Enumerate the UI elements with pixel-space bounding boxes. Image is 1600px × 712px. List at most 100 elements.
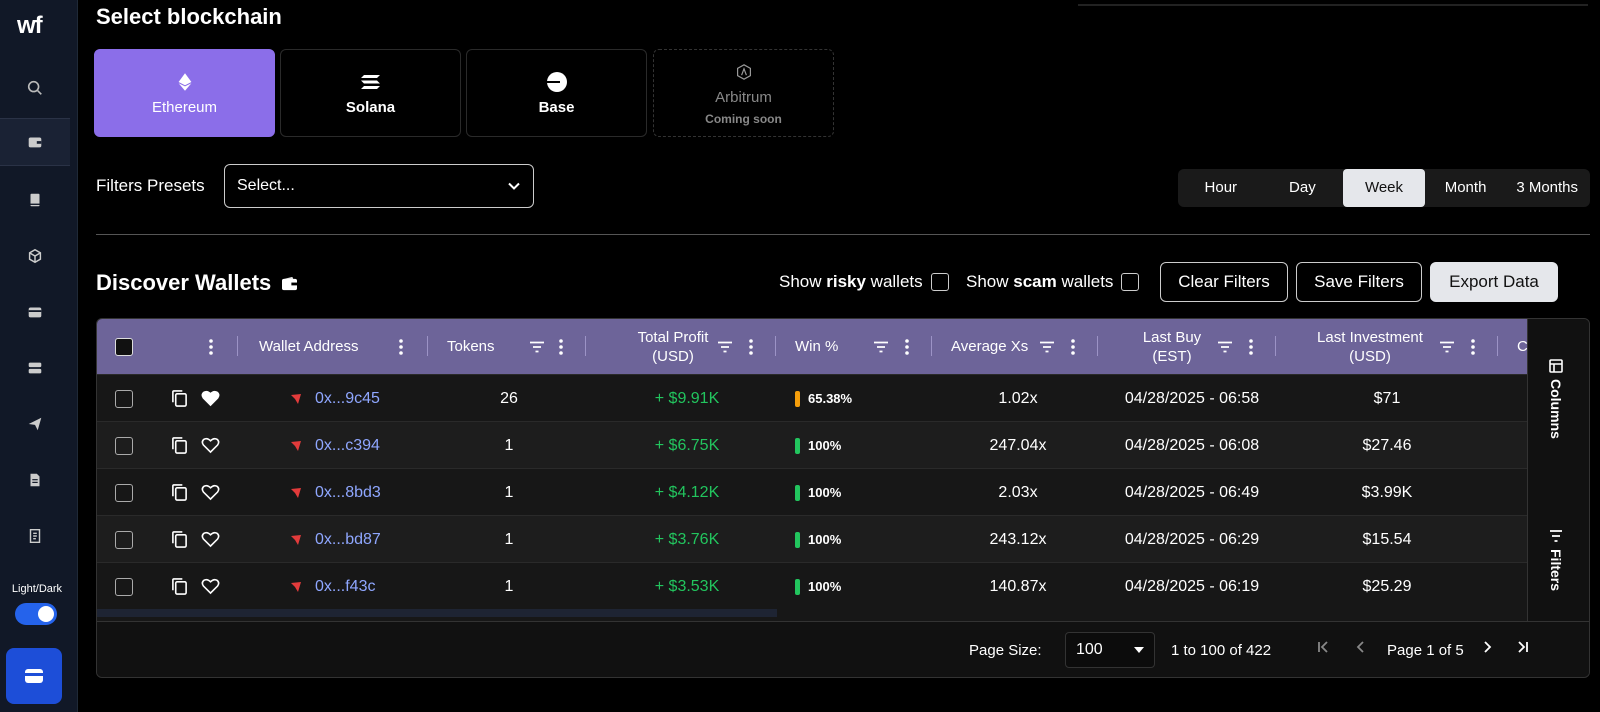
investment-column-menu-icon[interactable] xyxy=(1471,319,1475,374)
document-icon[interactable] xyxy=(0,456,70,504)
filter-icon[interactable] xyxy=(1217,319,1233,374)
time-range-day[interactable]: Day xyxy=(1289,179,1316,196)
token-logo-icon xyxy=(289,469,303,516)
wallet-address-link[interactable]: 0x...c394 xyxy=(315,436,380,454)
row-checkbox[interactable] xyxy=(115,375,133,422)
favorite-heart-icon[interactable] xyxy=(201,469,220,516)
header-last-buy[interactable]: Last Buy (EST) xyxy=(1142,328,1202,365)
row-checkbox[interactable] xyxy=(115,516,133,563)
wallet-address-link[interactable]: 0x...9c45 xyxy=(315,389,380,407)
next-page-icon[interactable] xyxy=(1481,640,1493,656)
win-column-menu-icon[interactable] xyxy=(905,319,909,374)
header-total-profit[interactable]: Total Profit (USD) xyxy=(637,328,709,365)
card-icon[interactable] xyxy=(0,288,70,336)
filter-icon[interactable] xyxy=(529,319,545,374)
token-logo-icon xyxy=(289,516,303,563)
row-range: 1 to 100 of 422 xyxy=(1171,642,1272,659)
cube-icon[interactable] xyxy=(0,232,70,280)
profit-column-menu-icon[interactable] xyxy=(749,319,753,374)
wallet-icon[interactable] xyxy=(0,118,70,166)
table-row[interactable]: 0x...bd87 1 + $3.76K 100% 243.12x 04/28/2025 … xyxy=(97,515,1527,562)
filter-icon[interactable] xyxy=(1039,319,1055,374)
copy-icon[interactable] xyxy=(171,375,188,422)
clear-filters-button[interactable]: Clear Filters xyxy=(1160,262,1288,302)
header-wallet-address[interactable]: Wallet Address xyxy=(259,338,359,355)
columns-icon xyxy=(1549,359,1563,373)
wallet-address-link[interactable]: 0x...8bd3 xyxy=(315,483,381,501)
filter-icon[interactable] xyxy=(1439,319,1455,374)
average-xs-value: 140.87x xyxy=(989,577,1047,595)
save-filters-button[interactable]: Save Filters xyxy=(1296,262,1422,302)
tokens-value: 1 xyxy=(504,436,514,454)
page-size-select[interactable]: 100 xyxy=(1065,632,1155,668)
last-page-icon[interactable] xyxy=(1517,640,1529,656)
time-range-hour[interactable]: Hour xyxy=(1204,179,1238,196)
theme-label: Light/Dark xyxy=(11,583,63,595)
filters-presets-select[interactable]: Select... xyxy=(224,164,534,208)
average-xs-value: 243.12x xyxy=(989,530,1047,548)
header-tokens[interactable]: Tokens xyxy=(447,338,495,355)
page-size-label: Page Size: xyxy=(969,642,1042,659)
win-rate: 65.38% xyxy=(795,375,852,422)
copy-icon[interactable] xyxy=(171,422,188,469)
columns-panel-button[interactable]: Columns xyxy=(1548,359,1564,439)
row-checkbox[interactable] xyxy=(115,563,133,610)
avg-column-menu-icon[interactable] xyxy=(1071,319,1075,374)
favorite-heart-icon[interactable] xyxy=(201,375,220,422)
app-logo[interactable]: wf xyxy=(17,12,43,39)
table-row[interactable]: 0x...f43c 1 + $3.53K 100% 140.87x 04/28/2025 … xyxy=(97,562,1527,609)
wallet-column-menu-icon[interactable] xyxy=(399,319,403,374)
first-page-icon[interactable] xyxy=(1317,640,1329,656)
tokens-column-menu-icon[interactable] xyxy=(559,319,563,374)
row-checkbox[interactable] xyxy=(115,469,133,516)
favorite-heart-icon[interactable] xyxy=(201,563,220,610)
header-win-percent[interactable]: Win % xyxy=(795,338,839,355)
copy-icon[interactable] xyxy=(171,469,188,516)
show-risky-wallets[interactable]: Show risky wallets xyxy=(779,272,949,292)
chain-card-base[interactable]: Base xyxy=(466,49,647,137)
wallet-button[interactable] xyxy=(6,648,62,704)
export-data-button[interactable]: Export Data xyxy=(1430,262,1558,302)
copy-icon[interactable] xyxy=(171,563,188,610)
prev-page-icon[interactable] xyxy=(1355,640,1367,656)
favorite-heart-icon[interactable] xyxy=(201,422,220,469)
table-row[interactable]: 0x...9c45 26 + $9.91K 65.38% 1.02x 04/28/2025… xyxy=(97,374,1527,421)
search-icon[interactable] xyxy=(0,64,70,112)
time-range-month[interactable]: Month xyxy=(1444,179,1487,196)
show-scam-wallets[interactable]: Show scam wallets xyxy=(966,272,1140,292)
win-rate: 100% xyxy=(795,469,841,516)
select-all-checkbox[interactable] xyxy=(115,319,133,374)
time-range-3-months[interactable]: 3 Months xyxy=(1516,179,1579,196)
receipt-icon[interactable] xyxy=(0,512,70,560)
favorite-heart-icon[interactable] xyxy=(201,516,220,563)
table-row[interactable]: 0x...8bd3 1 + $4.12K 100% 2.03x 04/28/2025 - … xyxy=(97,468,1527,515)
filter-icon[interactable] xyxy=(717,319,733,374)
header-average-xs[interactable]: Average Xs xyxy=(951,338,1029,355)
send-icon[interactable] xyxy=(0,400,70,448)
filters-panel-button[interactable]: Filters xyxy=(1548,529,1564,591)
server-icon[interactable] xyxy=(0,344,70,392)
last-investment-value: $3.99K xyxy=(1361,483,1413,501)
discover-title-text: Discover Wallets xyxy=(96,270,272,295)
table-row[interactable]: 0x...c394 1 + $6.75K 100% 247.04x 04/28/2025 … xyxy=(97,421,1527,468)
wallet-address-link[interactable]: 0x...bd87 xyxy=(315,530,381,548)
theme-toggle[interactable] xyxy=(15,603,57,625)
book-icon[interactable] xyxy=(0,176,70,224)
horizontal-scrollbar[interactable] xyxy=(97,609,777,617)
lastbuy-column-menu-icon[interactable] xyxy=(1249,319,1253,374)
header-last-investment[interactable]: Last Investment (USD) xyxy=(1317,328,1423,365)
chain-card-solana[interactable]: Solana xyxy=(280,49,461,137)
average-xs-value: 247.04x xyxy=(989,436,1047,454)
row-checkbox[interactable] xyxy=(115,422,133,469)
copy-icon[interactable] xyxy=(171,516,188,563)
chain-card-ethereum[interactable]: Ethereum xyxy=(94,49,275,137)
scam-checkbox[interactable] xyxy=(1121,273,1140,291)
tokens-value: 1 xyxy=(504,530,514,548)
risky-checkbox[interactable] xyxy=(930,273,949,291)
wallet-address-link[interactable]: 0x...f43c xyxy=(315,577,376,595)
filter-icon[interactable] xyxy=(873,319,889,374)
time-range-week[interactable]: Week xyxy=(1343,169,1425,207)
header-menu-icon[interactable] xyxy=(209,319,213,374)
header-extra[interactable]: C xyxy=(1517,338,1528,355)
